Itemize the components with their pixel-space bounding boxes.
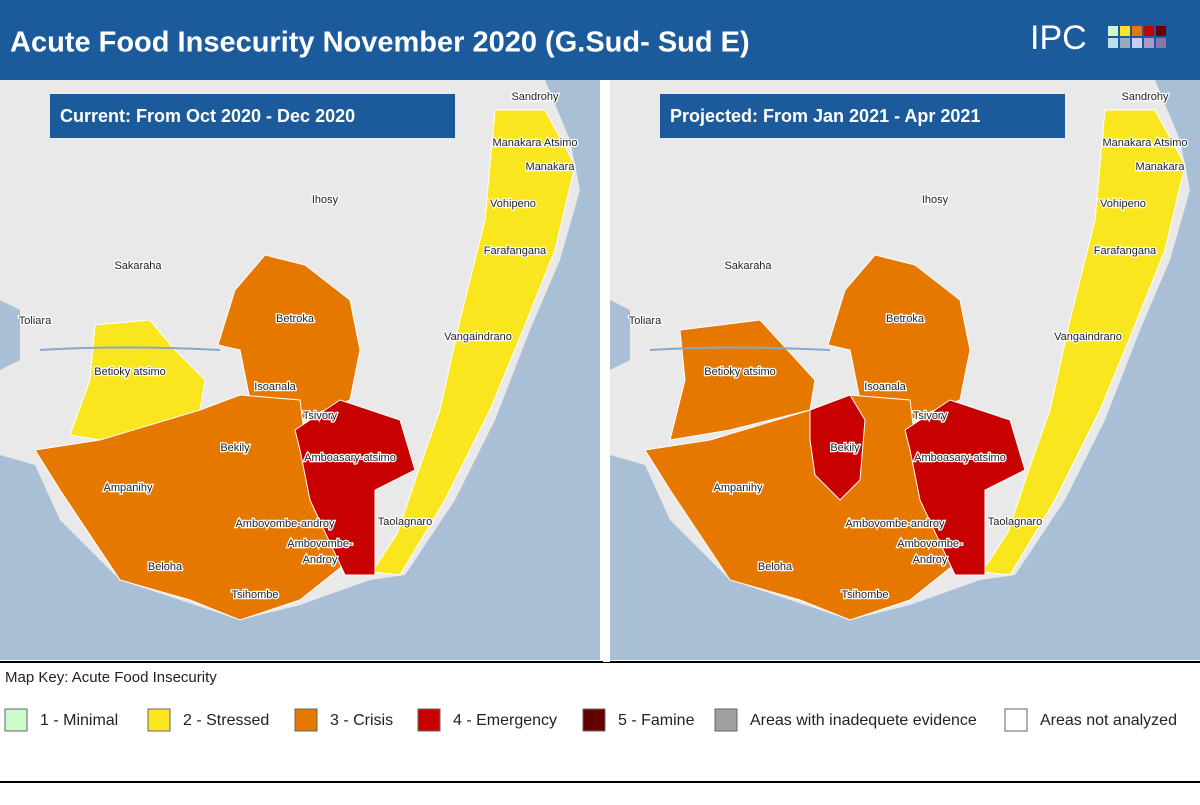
title: Acute Food Insecurity November 2020 (G.S… (10, 27, 750, 59)
place-name: Amboasary-atsimo (914, 452, 1006, 464)
legend-label: Areas not analyzed (1040, 712, 1177, 729)
place-name: Ihosy (922, 194, 949, 206)
place-name: Androy (913, 554, 948, 566)
logo-squares (1108, 26, 1166, 48)
place-name: Tsivory (303, 410, 338, 422)
place-name: Ampanihy (714, 482, 763, 494)
maps: Current: From Oct 2020 - Dec 2020 Sandroh… (0, 80, 1200, 660)
place-name: Androy (303, 554, 338, 566)
panel-label: Current: From Oct 2020 - Dec 2020 (60, 106, 355, 126)
place-name: Sakaraha (114, 260, 162, 272)
place-name: Bekily (220, 442, 250, 454)
place-name: Beloha (758, 561, 793, 573)
place-name: Ambovombe-androy (235, 518, 335, 530)
logo-square (1156, 38, 1166, 48)
place-name: Tsihombe (841, 589, 888, 601)
place-name: Betioky atsimo (704, 366, 776, 378)
place-name: Ambovombe- (287, 538, 353, 550)
region (294, 399, 416, 576)
place-name: Tsivory (913, 410, 948, 422)
region (904, 399, 1026, 576)
place-name: Isoanala (254, 381, 296, 393)
logo-square (1156, 26, 1166, 36)
river (649, 346, 831, 351)
region (981, 109, 1186, 576)
logo-square (1108, 38, 1118, 48)
region (371, 109, 576, 576)
legend-swatch (417, 708, 441, 732)
place-name: Bekily (830, 442, 860, 454)
region (809, 394, 866, 501)
logo-square (1132, 38, 1142, 48)
logo: IPC (1030, 19, 1087, 57)
region (217, 254, 361, 421)
place-name: Taolagnaro (378, 516, 432, 528)
logo-square (1144, 38, 1154, 48)
place-name: Vangaindrano (444, 331, 512, 343)
place-name: Farafangana (1094, 245, 1157, 257)
logo-square (1108, 26, 1118, 36)
legend-label: 5 - Famine (618, 712, 695, 729)
legend: 1 - Minimal 2 - Stressed 3 - Crisis 4 - Eme… (4, 708, 1177, 732)
place-name: Farafangana (484, 245, 547, 257)
logo-square (1120, 26, 1130, 36)
place-name: Betioky atsimo (94, 366, 166, 378)
place-name: Ampanihy (104, 482, 153, 494)
logo-square (1144, 26, 1154, 36)
place-name: Manakara (526, 161, 576, 173)
header-bar (0, 0, 1200, 80)
legend-swatch (1004, 708, 1028, 732)
place-name: Toliara (19, 315, 52, 327)
map-panel: Current: From Oct 2020 - Dec 2020 Sandroh… (0, 80, 600, 660)
place-name: Toliara (629, 315, 662, 327)
place-name: Manakara Atsimo (1103, 137, 1188, 149)
place-name: Ambovombe-androy (845, 518, 945, 530)
legend-label: 4 - Emergency (453, 712, 557, 729)
panel-label-box (50, 94, 455, 138)
place-name: Sakaraha (724, 260, 772, 272)
legend-swatch (294, 708, 318, 732)
place-name: Sandrohy (511, 91, 559, 103)
place-name: Beloha (148, 561, 183, 573)
panel-label-box (660, 94, 1065, 138)
place-name: Isoanala (864, 381, 906, 393)
place-name: Vangaindrano (1054, 331, 1122, 343)
region (827, 254, 971, 421)
place-name: Tsihombe (231, 589, 278, 601)
legend-label: 1 - Minimal (40, 712, 118, 729)
legend-swatch (582, 708, 606, 732)
place-name: Betroka (276, 313, 315, 325)
place-name: Ihosy (312, 194, 339, 206)
region (669, 319, 816, 441)
legend-label: Areas with inadequete evidence (750, 712, 977, 729)
place-name: Manakara (1136, 161, 1186, 173)
legend-label: 3 - Crisis (330, 712, 393, 729)
legend-title: Map Key: Acute Food Insecurity (5, 669, 217, 686)
logo-square (1132, 26, 1142, 36)
legend-swatch (147, 708, 171, 732)
panel-label: Projected: From Jan 2021 - Apr 2021 (670, 106, 980, 126)
place-name: Vohipeno (490, 198, 536, 210)
place-name: Betroka (886, 313, 925, 325)
place-name: Taolagnaro (988, 516, 1042, 528)
place-name: Amboasary-atsimo (304, 452, 396, 464)
place-name: Ambovombe- (897, 538, 963, 550)
map-panel: Projected: From Jan 2021 - Apr 2021 Sandr… (610, 80, 1200, 660)
place-name: Manakara Atsimo (493, 137, 578, 149)
logo-square (1120, 38, 1130, 48)
legend-swatch (4, 708, 28, 732)
place-name: Sandrohy (1121, 91, 1169, 103)
panel-divider (603, 80, 610, 662)
legend-label: 2 - Stressed (183, 712, 269, 729)
place-name: Vohipeno (1100, 198, 1146, 210)
river (39, 346, 221, 351)
legend-swatch (714, 708, 738, 732)
